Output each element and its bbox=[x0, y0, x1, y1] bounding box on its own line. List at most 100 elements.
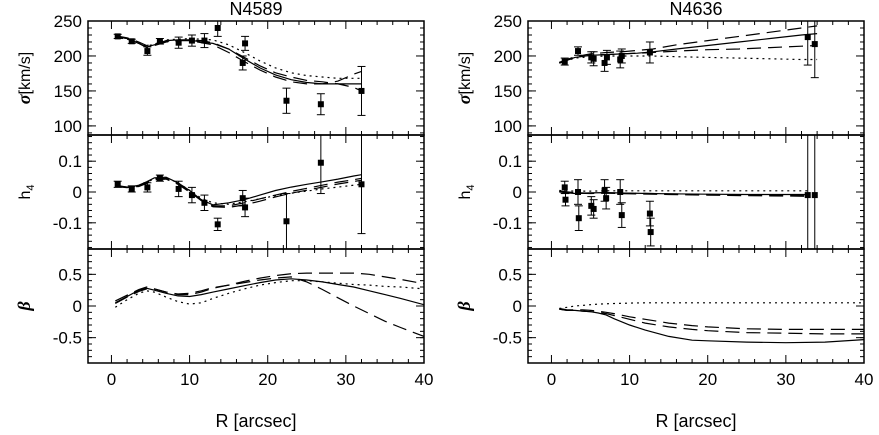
y-tick-label: 250 bbox=[54, 12, 82, 31]
x-tick-label: 0 bbox=[107, 370, 116, 389]
series-line-dashed bbox=[559, 190, 810, 196]
x-axis-label: R [arcsec] bbox=[655, 411, 736, 431]
data-point bbox=[804, 34, 811, 41]
data-point bbox=[588, 202, 595, 209]
y-tick-label: 200 bbox=[54, 47, 82, 66]
series-line-solid bbox=[559, 191, 810, 196]
panel-1: 100 150 200 250 σ[km/s] bbox=[454, 12, 865, 136]
chart-title: N4589 bbox=[229, 0, 282, 19]
panel-3: -0.5 0 0.5 β bbox=[14, 248, 425, 364]
data-point bbox=[188, 37, 195, 44]
series-line-solid bbox=[115, 35, 362, 85]
data-point bbox=[617, 56, 624, 63]
panel-1: 100 150 200 250 σ[km/s] bbox=[14, 12, 425, 136]
model-lines bbox=[559, 189, 810, 197]
data-point bbox=[201, 37, 208, 44]
data-point bbox=[647, 229, 654, 236]
panel-2: -0.1 0 0.1 h4 bbox=[457, 134, 865, 250]
data-points bbox=[113, 21, 366, 116]
data-point bbox=[601, 59, 608, 66]
y-tick-label: -0.5 bbox=[493, 329, 522, 348]
model-lines bbox=[559, 302, 864, 344]
y-tick-label: 0 bbox=[73, 183, 82, 202]
chart-n4589: N4589100150200250σ[km/s]-0.100.1h4-0.500… bbox=[14, 0, 433, 431]
data-point bbox=[575, 48, 582, 55]
y-tick-label: 0.5 bbox=[58, 265, 82, 284]
y-axis-label: σ[km/s] bbox=[14, 52, 34, 104]
x-tick-label: 30 bbox=[336, 370, 355, 389]
data-points bbox=[560, 135, 818, 249]
panel-frame bbox=[87, 248, 425, 364]
data-point bbox=[646, 49, 653, 56]
data-point bbox=[283, 97, 290, 104]
series-line-dotted bbox=[559, 55, 818, 64]
data-point bbox=[114, 181, 121, 188]
data-point bbox=[603, 54, 610, 61]
data-point bbox=[242, 40, 249, 47]
data-point bbox=[646, 210, 653, 217]
data-point bbox=[601, 187, 608, 194]
y-tick-label: 250 bbox=[494, 12, 522, 31]
x-tick-label: 30 bbox=[776, 370, 795, 389]
data-point bbox=[804, 192, 811, 199]
x-tick-label: 40 bbox=[415, 370, 434, 389]
data-point bbox=[617, 189, 624, 195]
y-tick-label: 100 bbox=[494, 117, 522, 136]
model-lines bbox=[115, 174, 362, 209]
y-tick-label: 150 bbox=[54, 82, 82, 101]
data-point bbox=[811, 192, 818, 199]
series-line-solid bbox=[115, 174, 362, 206]
series-line-dashed bbox=[559, 307, 864, 330]
data-point bbox=[188, 192, 195, 199]
data-point bbox=[590, 205, 597, 212]
chart-title: N4636 bbox=[669, 0, 722, 19]
data-point bbox=[575, 215, 582, 222]
series-line-dashed bbox=[115, 35, 362, 92]
data-point bbox=[811, 41, 818, 48]
y-axis-label: β bbox=[14, 301, 34, 312]
series-line-dashed bbox=[115, 177, 362, 207]
series-line-dashed bbox=[559, 308, 864, 335]
y-tick-label: 0 bbox=[73, 297, 82, 316]
data-point bbox=[239, 59, 246, 66]
x-tick-label: 0 bbox=[547, 370, 556, 389]
y-tick-label: -0.1 bbox=[53, 214, 82, 233]
panel-3: -0.5 0 0.5 β bbox=[454, 248, 865, 364]
data-point bbox=[618, 52, 625, 59]
data-point bbox=[358, 87, 365, 94]
data-points bbox=[113, 135, 366, 249]
data-point bbox=[144, 48, 151, 55]
y-tick-label: 0.1 bbox=[498, 152, 522, 171]
x-axis-label: R [arcsec] bbox=[215, 411, 296, 431]
y-tick-label: 150 bbox=[494, 82, 522, 101]
x-tick-label: 10 bbox=[180, 370, 199, 389]
data-point bbox=[575, 189, 582, 195]
y-tick-label: 100 bbox=[54, 117, 82, 136]
y-tick-label: 0 bbox=[513, 297, 522, 316]
panel-frame bbox=[87, 134, 425, 250]
data-point bbox=[561, 184, 568, 191]
data-point bbox=[201, 199, 208, 206]
data-points bbox=[560, 21, 819, 79]
y-axis-label: σ[km/s] bbox=[454, 52, 474, 104]
y-axis-label: β bbox=[454, 301, 474, 312]
y-tick-label: -0.5 bbox=[53, 329, 82, 348]
series-line-dotted bbox=[559, 302, 864, 310]
series-line-dashed bbox=[559, 25, 818, 63]
data-point bbox=[317, 101, 324, 108]
data-point bbox=[175, 185, 182, 192]
series-line-dashed bbox=[115, 35, 362, 85]
y-tick-label: 0 bbox=[513, 183, 522, 202]
data-point bbox=[562, 196, 569, 203]
series-line-solid bbox=[559, 33, 818, 64]
x-tick-label: 20 bbox=[258, 370, 277, 389]
series-line-dashed bbox=[115, 272, 424, 305]
model-lines bbox=[115, 35, 362, 92]
data-point bbox=[175, 39, 182, 46]
y-axis-label: h4 bbox=[17, 184, 37, 199]
series-line-solid bbox=[559, 308, 864, 344]
chart-n4636: N4636100150200250σ[km/s]-0.100.1h4-0.500… bbox=[454, 0, 873, 431]
y-tick-label: 0.1 bbox=[58, 152, 82, 171]
y-tick-label: 0.5 bbox=[498, 265, 522, 284]
data-point bbox=[128, 185, 135, 192]
